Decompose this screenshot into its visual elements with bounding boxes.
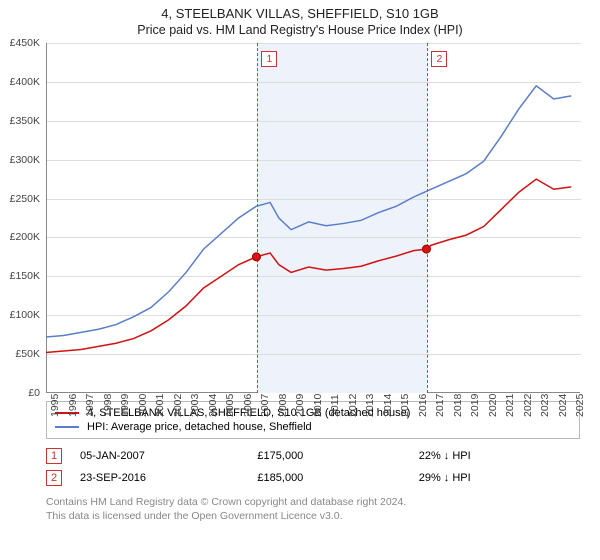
x-axis-label: 2023 [539,394,551,417]
x-axis-label: 2008 [277,394,289,417]
y-axis-label: £50K [0,348,40,360]
y-axis-label: £350K [0,115,40,127]
x-axis-label: 2011 [329,394,341,417]
x-axis-label: 2004 [207,394,219,417]
y-axis-label: £450K [0,37,40,49]
chart-titles: 4, STEELBANK VILLAS, SHEFFIELD, S10 1GB … [0,0,600,37]
x-axis-label: 2015 [399,394,411,417]
legend-label: HPI: Average price, detached house, Shef… [87,421,312,433]
legend-item: HPI: Average price, detached house, Shef… [55,420,571,434]
x-axis-label: 2002 [172,394,184,417]
x-axis-label: 1997 [84,394,96,417]
x-axis-label: 2000 [137,394,149,417]
event-dot-1 [252,253,260,261]
x-axis-label: 1996 [67,394,79,417]
x-axis-label: 1998 [102,394,114,417]
footer-line1: Contains HM Land Registry data © Crown c… [46,495,580,509]
x-axis-label: 2018 [452,394,464,417]
legend-swatch [55,426,79,428]
y-axis-label: £150K [0,270,40,282]
series-line [46,86,571,337]
y-axis-label: £0 [0,387,40,399]
footer-line2: This data is licensed under the Open Gov… [46,509,580,523]
event-row-marker: 2 [46,470,62,486]
x-axis-label: 2005 [224,394,236,417]
x-axis-label: 2019 [469,394,481,417]
y-axis-label: £250K [0,193,40,205]
chart-title: 4, STEELBANK VILLAS, SHEFFIELD, S10 1GB [0,6,600,21]
event-delta: 22% ↓ HPI [419,450,580,462]
y-axis-label: £100K [0,309,40,321]
x-axis-label: 2020 [487,394,499,417]
event-row-marker: 1 [46,448,62,464]
event-date: 05-JAN-2007 [80,450,257,462]
chart-subtitle: Price paid vs. HM Land Registry's House … [0,23,600,37]
y-axis-label: £400K [0,76,40,88]
x-axis-label: 2016 [417,394,429,417]
x-axis-label: 2006 [242,394,254,417]
x-axis-label: 2025 [574,394,586,417]
x-axis-label: 2012 [347,394,359,417]
chart: 12 £0£50K£100K£150K£200K£250K£300K£350K£… [46,43,580,393]
footer: Contains HM Land Registry data © Crown c… [46,495,580,523]
event-delta: 29% ↓ HPI [419,472,580,484]
y-axis-label: £300K [0,154,40,166]
event-price: £185,000 [257,472,418,484]
x-axis-label: 2013 [364,394,376,417]
event-table: 1 05-JAN-2007£175,00022% ↓ HPI 2 23-SEP-201… [46,445,580,489]
x-axis-label: 2014 [382,394,394,417]
x-axis-label: 2010 [312,394,324,417]
x-axis-label: 2017 [434,394,446,417]
x-axis-label: 2007 [259,394,271,417]
y-axis-label: £200K [0,231,40,243]
event-dot-2 [422,245,430,253]
x-axis-label: 2024 [557,394,569,417]
x-axis-label: 2001 [154,394,166,417]
event-row: 2 23-SEP-2016£185,00029% ↓ HPI [46,467,580,489]
x-axis-label: 1999 [119,394,131,417]
x-axis-label: 2003 [189,394,201,417]
chart-svg [46,43,580,393]
series-line [46,179,571,352]
x-axis-label: 2022 [522,394,534,417]
event-date: 23-SEP-2016 [80,472,257,484]
event-row: 1 05-JAN-2007£175,00022% ↓ HPI [46,445,580,467]
x-axis-label: 2021 [504,394,516,417]
x-axis-label: 2009 [294,394,306,417]
x-axis-label: 1995 [49,394,61,417]
event-price: £175,000 [257,450,418,462]
